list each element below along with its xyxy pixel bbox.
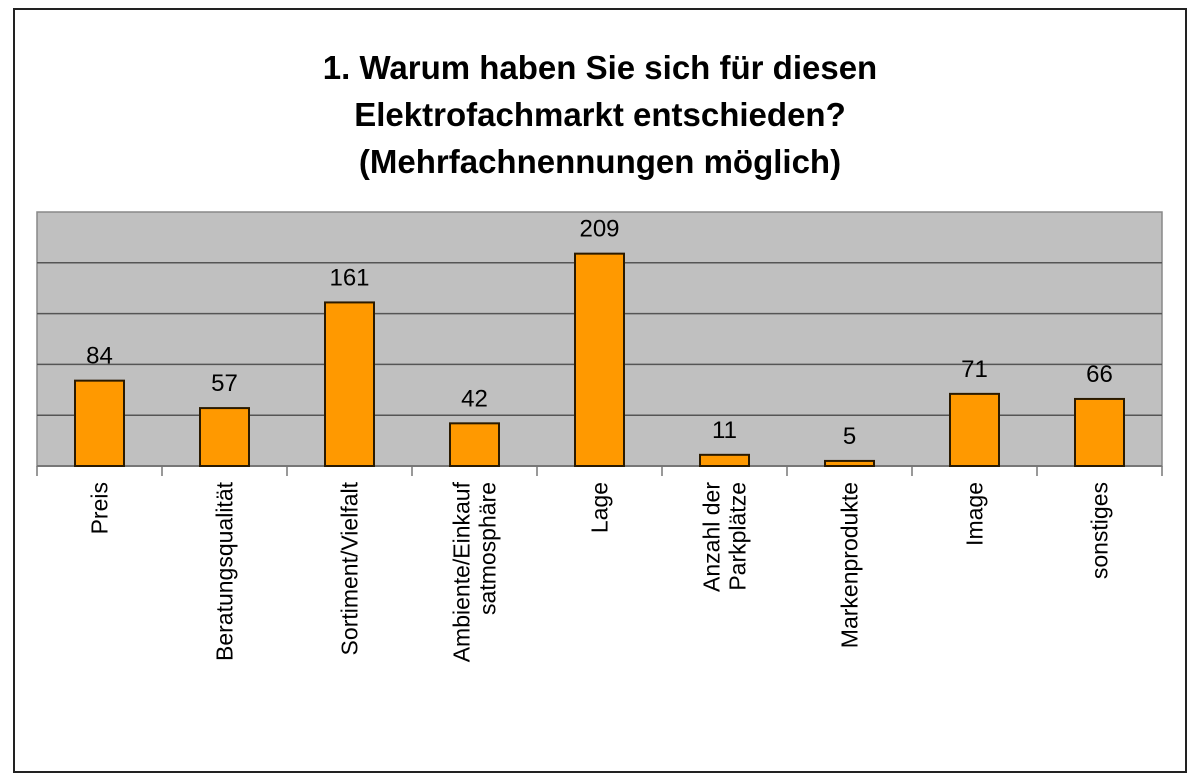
bar	[824, 459, 875, 468]
bar	[1074, 397, 1125, 467]
bar	[949, 392, 1000, 468]
data-label: 84	[86, 343, 113, 370]
chart-title: 1. Warum haben Sie sich für diesen Elekt…	[0, 44, 1200, 185]
bar	[699, 453, 750, 468]
category-label: Anzahl der	[699, 482, 725, 592]
chart-frame	[13, 8, 1187, 773]
category-label: Ambiente/Einkauf	[449, 481, 475, 662]
category-label: Parkplätze	[725, 482, 751, 591]
category-label: Sortiment/Vielfalt	[337, 481, 363, 655]
data-label: 5	[843, 423, 856, 450]
bar	[199, 407, 250, 468]
category-label: satmosphäre	[475, 482, 501, 615]
category-label: Image	[962, 482, 988, 546]
bar	[449, 422, 500, 468]
data-label: 57	[211, 370, 238, 397]
data-label: 66	[1086, 361, 1113, 388]
category-label: Preis	[87, 482, 113, 534]
category-label: sonstiges	[1087, 482, 1113, 579]
category-label: Beratungsqualität	[212, 481, 238, 661]
data-label: 42	[461, 385, 488, 412]
category-label: Markenprodukte	[837, 482, 863, 648]
data-label: 209	[579, 216, 619, 243]
bar	[574, 252, 625, 467]
bar	[324, 301, 375, 468]
data-label: 71	[961, 356, 988, 383]
category-label: Lage	[587, 482, 613, 533]
chart-title-line: 1. Warum haben Sie sich für diesen	[322, 49, 878, 86]
data-label: 11	[712, 417, 737, 444]
bar	[74, 379, 125, 468]
data-label: 161	[329, 264, 369, 291]
chart-title-line: (Mehrfachnennungen möglich)	[358, 143, 842, 180]
chart-title-line: Elektrofachmarkt entschieden?	[354, 96, 846, 133]
